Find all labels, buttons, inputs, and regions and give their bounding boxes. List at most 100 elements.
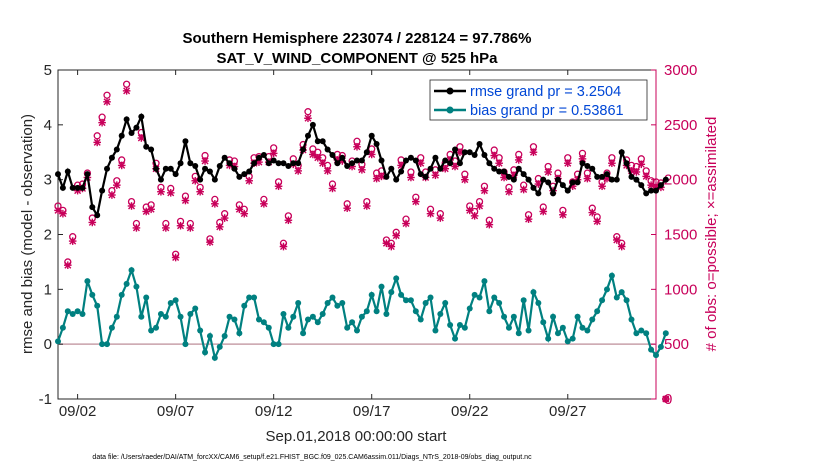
bias-point [491, 294, 498, 301]
rmse-point [564, 187, 571, 194]
obs-possible-point [304, 108, 312, 116]
obs-assimilated-point [480, 186, 489, 195]
bias-point [295, 300, 302, 307]
obs-assimilated-point [431, 171, 440, 180]
obs-assimilated-point [514, 156, 523, 164]
obs-assimilated-point [490, 151, 499, 160]
obs-assimilated-point [485, 220, 494, 229]
bias-point [373, 308, 380, 315]
x-tick-label: 09/12 [255, 403, 293, 420]
bias-point [314, 319, 321, 326]
bias-point [162, 313, 169, 320]
rmse-point [358, 157, 365, 164]
obs-assimilated-point [176, 221, 185, 230]
rmse-point [403, 157, 410, 164]
rmse-point [329, 151, 336, 158]
rmse-point [505, 173, 512, 180]
obs-assimilated-point [353, 142, 361, 151]
obs-assimilated-point [147, 205, 155, 214]
legend-rmse-label: rmse grand pr = 3.2504 [470, 84, 621, 100]
rmse-point [623, 160, 630, 167]
bias-point [653, 352, 659, 359]
rmse-point [447, 160, 454, 167]
rmse-point [79, 184, 86, 191]
bias-point [309, 313, 316, 320]
obs-assimilated-point [318, 159, 327, 168]
rmse-point [334, 160, 341, 167]
rmse-point [104, 165, 111, 172]
bias-point [574, 313, 581, 320]
bias-point [226, 313, 233, 320]
rmse-point [246, 168, 253, 175]
rmse-point [280, 160, 287, 167]
right-axis-ticks: 050010001500200025003000 [651, 62, 697, 408]
bias-point [153, 324, 160, 331]
bias-point [648, 346, 655, 353]
rmse-point [344, 162, 351, 169]
rmse-point [241, 171, 248, 178]
bias-point [270, 341, 277, 348]
obs-assimilated-point [304, 114, 312, 123]
bias-point [104, 341, 111, 348]
rmse-point [574, 179, 581, 186]
bias-point [383, 311, 390, 318]
bias-point [417, 316, 424, 323]
rmse-point [481, 151, 488, 158]
data-file-footnote: data file: /Users/raeder/DAI/ATM_forcXX/… [92, 454, 532, 461]
bias-point [432, 327, 439, 334]
rmse-point [398, 168, 405, 175]
bias-point [501, 313, 508, 320]
rmse-point [99, 187, 106, 194]
rmse-point [437, 165, 444, 172]
rmse-point [427, 165, 434, 172]
obs-assimilated-point [363, 202, 371, 210]
bias-point [123, 280, 130, 287]
bias-point [206, 332, 213, 339]
bias-point [182, 341, 189, 348]
bias-point [638, 327, 645, 334]
rmse-point [113, 146, 120, 153]
rmse-series [55, 112, 669, 219]
chart-title-line1: Southern Hemisphere 223074 / 228124 = 97… [183, 30, 532, 47]
bias-point [290, 313, 297, 320]
rmse-point [603, 171, 610, 178]
rmse-point [388, 165, 395, 172]
obs-assimilated-point [117, 161, 126, 170]
bias-point [520, 297, 527, 304]
obs-assimilated-point [544, 168, 552, 176]
rmse-point [618, 149, 625, 156]
rmse-point [108, 154, 115, 161]
x-tick-label: 09/27 [549, 403, 587, 420]
bias-point [55, 338, 61, 345]
rmse-point [192, 162, 199, 169]
obs-assimilated-point [495, 159, 503, 168]
bias-point [128, 267, 135, 274]
rmse-point [290, 160, 297, 167]
right-tick-label: 3000 [664, 62, 697, 79]
right-tick-label: 2500 [664, 117, 697, 134]
obs-assimilated-point [122, 87, 131, 95]
bias-point [354, 327, 360, 334]
rmse-point [84, 171, 91, 178]
rmse-point [653, 187, 659, 194]
bias-point [275, 341, 282, 348]
bias-point [584, 327, 591, 334]
obs-assimilated-markers [54, 87, 670, 403]
bias-point [643, 330, 650, 337]
bias-point [236, 330, 243, 337]
bias-point [231, 316, 238, 323]
bias-point [569, 335, 576, 342]
bias-point [559, 324, 566, 331]
rmse-point [64, 168, 71, 175]
rmse-point [153, 165, 160, 172]
bias-point [515, 330, 522, 337]
rmse-point [461, 149, 468, 156]
rmse-point [314, 138, 321, 145]
obs-assimilated-point [206, 238, 214, 246]
rmse-point [236, 173, 243, 180]
legend-box [429, 79, 648, 121]
obs-assimilated-point [598, 182, 606, 191]
obs-assimilated-point [166, 189, 175, 197]
obs-assimilated-point [608, 159, 616, 168]
bias-point [442, 300, 449, 307]
